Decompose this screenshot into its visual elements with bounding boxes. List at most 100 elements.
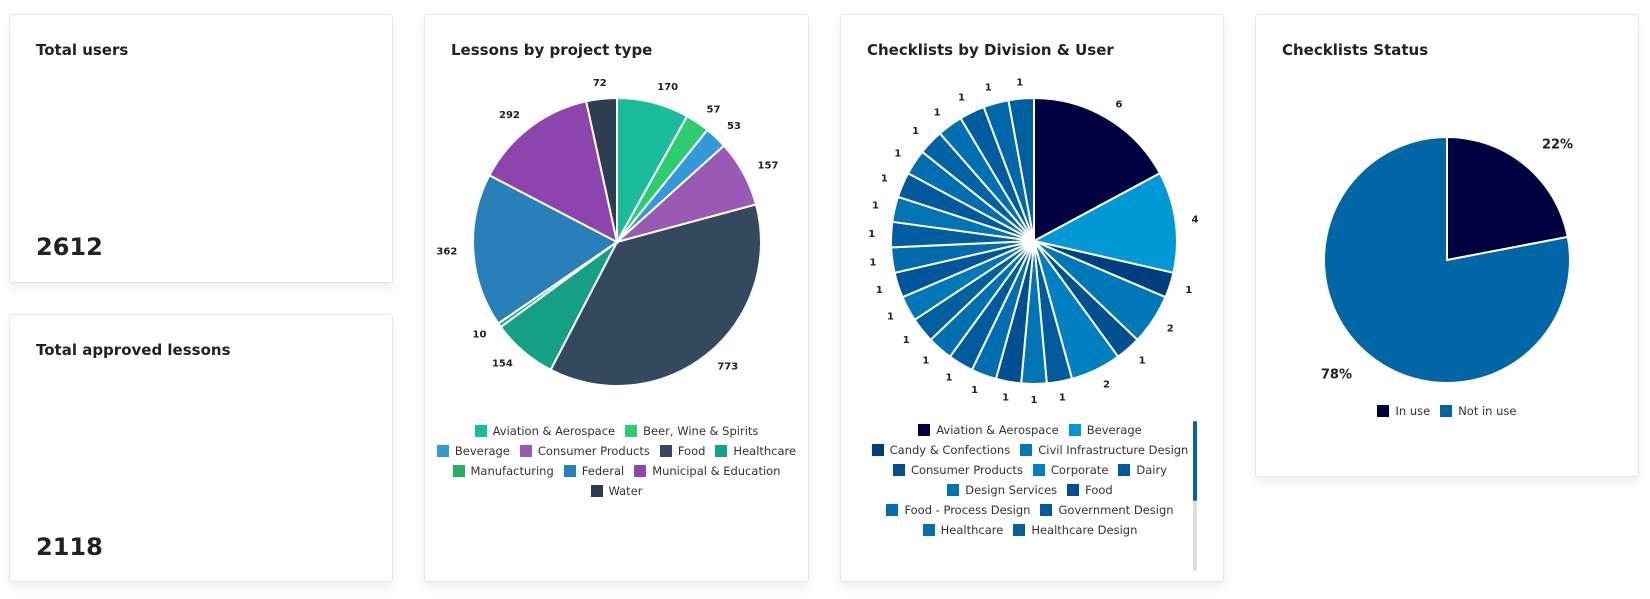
legend-label: Candy & Confections [889, 443, 1011, 457]
legend-swatch [922, 524, 935, 536]
legend-swatch [474, 425, 487, 437]
legend-swatch [563, 465, 576, 477]
data-label: 1 [894, 148, 901, 159]
legend-swatch [590, 485, 603, 497]
data-label: 6 [1116, 100, 1123, 111]
data-label: 1 [922, 356, 929, 367]
data-label: 1 [985, 83, 992, 94]
pie-slice [1031, 171, 1178, 275]
legend-label: In use [1395, 404, 1431, 418]
legend-swatch [1440, 405, 1453, 417]
legend-swatch [892, 464, 905, 476]
legend-swatch [947, 484, 960, 496]
legend-label: Food [677, 444, 706, 458]
legend-item: Water [590, 483, 643, 499]
pie-slice [549, 203, 762, 387]
data-label: 72 [593, 78, 607, 89]
legend-item: Beverage [436, 443, 510, 459]
data-label: 1 [881, 174, 888, 185]
data-label: 2 [1103, 379, 1110, 390]
legend-label: Beverage [454, 444, 510, 458]
legend-item: Design Services [947, 482, 1057, 498]
data-label: 1 [958, 93, 965, 104]
legend: Aviation & Aerospace Beverage Candy & Conf… [871, 422, 1189, 538]
scrollbar[interactable] [1193, 421, 1197, 571]
legend-label: Consumer Products [537, 444, 650, 458]
data-label: 170 [657, 82, 678, 93]
card-value: 2118 [36, 533, 103, 561]
data-label: 2 [1167, 324, 1174, 335]
legend-item: Aviation & Aerospace [474, 423, 615, 439]
legend-swatch [634, 465, 647, 477]
legend-item: Federal [563, 463, 624, 479]
legend-item: Beverage [1068, 422, 1142, 438]
legend-swatch [1013, 524, 1026, 536]
data-label: 78% [1321, 367, 1352, 382]
legend-label: Food [1085, 483, 1113, 497]
data-label: 292 [499, 110, 520, 121]
legend-item: Healthcare Design [1013, 522, 1137, 538]
legend-item: Food - Process Design [886, 502, 1030, 518]
chart-title: Checklists by Division & User [867, 41, 1114, 59]
legend-label: Civil Infrastructure Design [1038, 443, 1189, 457]
data-label: 1 [971, 385, 978, 396]
legend-swatch [1020, 444, 1033, 456]
card-value: 2612 [36, 233, 103, 261]
legend-label: Government Design [1058, 503, 1174, 517]
legend-label: Municipal & Education [652, 464, 781, 478]
scrollbar-thumb[interactable] [1193, 421, 1197, 501]
data-label: 4 [1192, 215, 1199, 226]
legend-item: Beer, Wine & Spirits [625, 423, 758, 439]
legend-label: Beer, Wine & Spirits [643, 424, 759, 438]
legend-label: Design Services [965, 483, 1058, 497]
legend-item: Consumer Products [892, 462, 1023, 478]
pie-slice [488, 100, 619, 244]
legend-item: Corporate [1032, 462, 1108, 478]
legend-item: Consumer Products [519, 443, 650, 459]
data-label: 157 [758, 161, 779, 172]
legend-swatch [918, 424, 931, 436]
legend-label: Manufacturing [470, 464, 554, 478]
data-label: 1 [1185, 285, 1192, 296]
legend-item: Food [1067, 482, 1113, 498]
stat-card: Total approved lessons 2118 [9, 314, 393, 582]
legend-item: Food [659, 443, 706, 459]
legend-swatch [625, 425, 638, 437]
legend-label: Water [608, 484, 643, 498]
legend-swatch [1032, 464, 1045, 476]
legend: Aviation & Aerospace Beer, Wine & Spirits… [435, 423, 798, 499]
data-label: 1 [903, 335, 910, 346]
pie-slice [1007, 96, 1035, 242]
legend-label: Healthcare [940, 523, 1004, 537]
legend-swatch [886, 504, 899, 516]
legend-item: Manufacturing [452, 463, 554, 479]
legend-label: Aviation & Aerospace [936, 423, 1059, 437]
legend-item: Civil Infrastructure Design [1020, 442, 1188, 458]
legend-label: Food - Process Design [904, 503, 1031, 517]
data-label: 1 [1139, 356, 1146, 367]
legend-item: In use [1377, 403, 1430, 419]
data-label: 154 [492, 358, 513, 369]
legend-swatch [871, 444, 884, 456]
card-title: Total users [36, 41, 129, 59]
legend-scroll[interactable]: Aviation & Aerospace Beverage Candy & Conf… [841, 420, 1189, 572]
legend-swatch [1040, 504, 1053, 516]
data-label: 362 [436, 247, 457, 258]
chart-title: Checklists Status [1282, 41, 1429, 59]
card-title: Total approved lessons [36, 341, 231, 359]
pie-chart: 170 57 53 157 773 154 10 362 292 72 [436, 78, 779, 387]
legend-item: Candy & Confections [871, 442, 1011, 458]
chart-title: Lessons by project type [451, 41, 653, 59]
data-label: 1 [887, 311, 894, 322]
data-label: 1 [934, 107, 941, 118]
pie-slice [472, 173, 619, 325]
pie-slice [585, 96, 618, 243]
legend-swatch [1068, 424, 1081, 436]
legend-item: Healthcare [715, 443, 796, 459]
data-label: 1 [912, 126, 919, 137]
data-label: 1 [1031, 395, 1038, 406]
legend: In use Not in use [1266, 403, 1628, 419]
legend-label: Not in use [1458, 404, 1517, 418]
